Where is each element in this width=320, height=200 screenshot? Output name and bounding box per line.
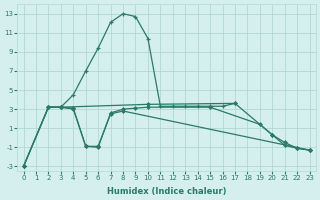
X-axis label: Humidex (Indice chaleur): Humidex (Indice chaleur) <box>107 187 226 196</box>
